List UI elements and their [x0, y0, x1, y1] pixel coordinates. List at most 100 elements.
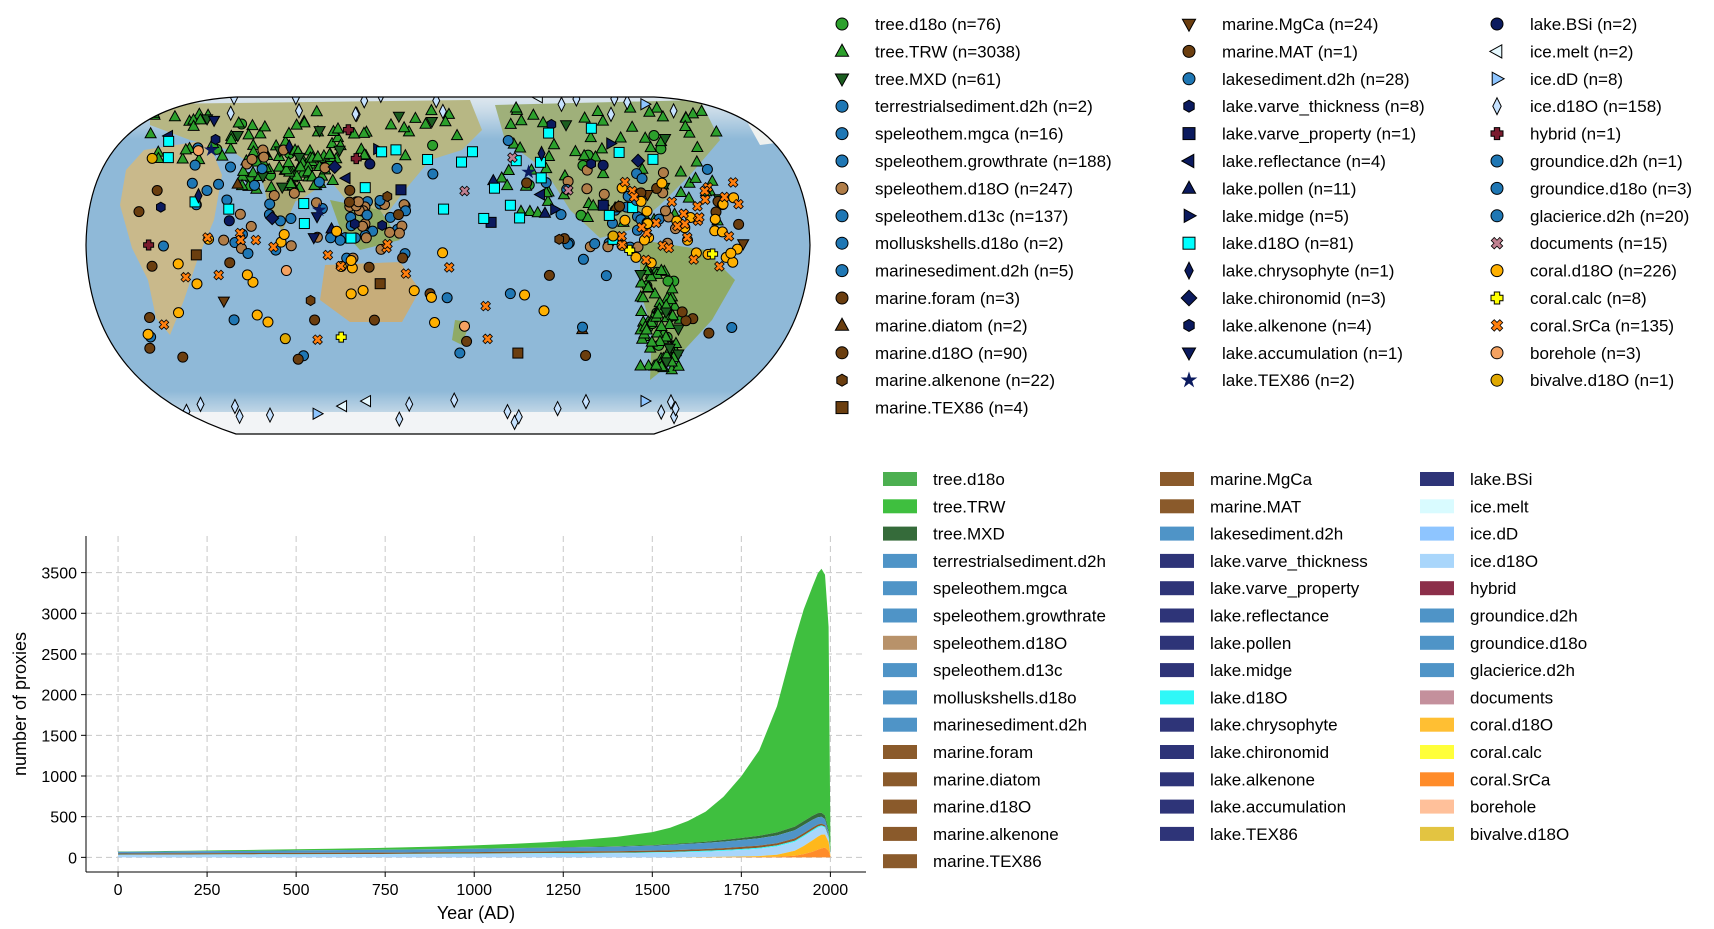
area-legend-label: tree.d18o — [933, 470, 1005, 489]
landmass-antarctica — [86, 412, 810, 434]
x-tick-label: 1750 — [724, 882, 760, 899]
legend-marker-icon — [1182, 72, 1196, 86]
legend-swatch — [1160, 581, 1194, 596]
legend-swatch — [1160, 526, 1194, 541]
map-proxy-marker — [427, 139, 439, 151]
area-legend-label: speleothem.d13c — [933, 661, 1063, 680]
map-proxy-marker — [640, 322, 653, 335]
legend-swatch — [883, 581, 917, 596]
map-proxy-marker — [345, 254, 357, 266]
map-legend-item: borehole (n=3) — [1490, 344, 1641, 363]
map-proxy-marker — [351, 105, 360, 123]
map-legend-label: bivalve.d18O (n=1) — [1530, 371, 1674, 390]
area-series-tree-TRW — [118, 568, 831, 854]
map-proxy-marker — [521, 164, 536, 179]
map-proxy-marker — [533, 188, 545, 201]
legend-marker-icon — [1490, 17, 1504, 31]
map-legend-item: lake.alkenone (n=4) — [1183, 316, 1372, 335]
map-proxy-marker — [676, 306, 688, 318]
map-proxy-marker — [207, 115, 221, 128]
map-legend-item: lake.chironomid (n=3) — [1180, 289, 1386, 308]
legend-marker-icon — [1181, 180, 1197, 194]
map-legend-item: lake.accumulation (n=1) — [1181, 344, 1403, 363]
map-proxy-marker — [659, 307, 673, 320]
map-proxy-marker — [640, 97, 652, 111]
area-legend-label: ice.melt — [1470, 497, 1529, 516]
legend-marker-icon — [1490, 319, 1504, 332]
area-legend-label: lake.midge — [1210, 661, 1292, 680]
map-proxy-marker — [663, 242, 675, 254]
map-proxy-marker — [245, 220, 257, 232]
map-proxy-marker — [344, 184, 356, 196]
legend-marker-icon — [835, 346, 849, 360]
map-proxy-marker — [550, 203, 562, 216]
map-proxy-marker — [221, 194, 233, 206]
area-legend-label: documents — [1470, 688, 1553, 707]
area-legend-label: molluskshells.d18o — [933, 688, 1077, 707]
map-proxy-marker — [504, 117, 518, 129]
map-proxy-marker — [641, 205, 653, 217]
map-proxy-marker — [182, 412, 191, 429]
legend-marker-icon — [835, 99, 849, 113]
legend-swatch — [1420, 799, 1454, 814]
legend-marker-icon — [1183, 99, 1195, 113]
area-legend-label: marine.foram — [933, 743, 1033, 762]
map-proxy-marker — [168, 109, 182, 122]
map-proxy-marker — [543, 269, 555, 281]
map-legend-label: marine.MgCa (n=24) — [1222, 15, 1378, 34]
area-legend-item: borehole — [1420, 798, 1536, 817]
map-proxy-marker — [357, 284, 369, 296]
map-proxy-marker — [294, 159, 307, 172]
map-proxy-marker — [272, 160, 286, 172]
map-proxy-marker — [678, 119, 692, 132]
legend-marker-icon — [1183, 208, 1198, 224]
map-proxy-marker — [537, 145, 546, 162]
map-proxy-marker — [625, 120, 639, 132]
map-legend-item: tree.MXD (n=61) — [834, 70, 1001, 89]
map-proxy-marker — [177, 351, 189, 363]
map-proxy-marker — [173, 307, 185, 319]
map-proxy-marker — [307, 233, 321, 245]
area-legend-label: lake.varve_thickness — [1210, 552, 1368, 571]
map-proxy-marker — [376, 97, 385, 104]
legend-swatch — [1420, 717, 1454, 732]
map-proxy-marker — [285, 240, 297, 252]
map-proxy-marker — [643, 341, 657, 353]
map-proxy-marker — [580, 349, 592, 361]
map-legend-item: lake.varve_thickness (n=8) — [1183, 97, 1425, 116]
area-legend-label: lake.pollen — [1210, 634, 1291, 653]
map-proxy-marker — [190, 249, 202, 261]
legend-marker-icon — [1180, 289, 1198, 307]
legend-swatch — [883, 472, 917, 486]
area-legend-label: speleothem.growthrate — [933, 607, 1106, 626]
map-legend-item: terrestrialsediment.d2h (n=2) — [835, 97, 1093, 116]
legend-swatch — [883, 499, 917, 514]
legend-swatch — [1420, 772, 1454, 787]
map-proxy-marker — [224, 257, 236, 269]
legend-swatch — [1420, 663, 1454, 678]
legend-swatch — [1160, 472, 1194, 486]
legend-marker-icon — [835, 236, 849, 250]
map-proxy-marker — [322, 249, 334, 261]
map-proxy-marker — [172, 258, 184, 270]
area-legend-item: marine.diatom — [883, 770, 1041, 789]
map-proxy-marker — [250, 234, 262, 246]
map-proxy-marker — [309, 314, 321, 326]
map-proxy-marker — [616, 230, 627, 242]
legend-marker-icon — [834, 317, 850, 331]
legend-swatch — [1160, 553, 1194, 568]
map-proxy-marker — [262, 316, 274, 328]
map-proxy-marker — [246, 153, 258, 165]
map-legend-label: lake.reflectance (n=4) — [1222, 152, 1386, 171]
map-proxy-marker — [482, 333, 493, 345]
map-proxy-marker — [279, 333, 291, 345]
map-proxy-marker — [542, 149, 556, 162]
map-proxy-marker — [681, 231, 693, 243]
map-proxy-marker — [268, 190, 280, 202]
axis-ticks: 0 250 500 750 1000 1250 1500 1750 2000 0 500 1000 15… — [41, 566, 848, 899]
x-tick-label: 1000 — [456, 882, 492, 899]
map-proxy-marker — [144, 312, 156, 324]
map-proxy-marker — [651, 306, 665, 319]
map-proxy-marker — [630, 251, 642, 263]
